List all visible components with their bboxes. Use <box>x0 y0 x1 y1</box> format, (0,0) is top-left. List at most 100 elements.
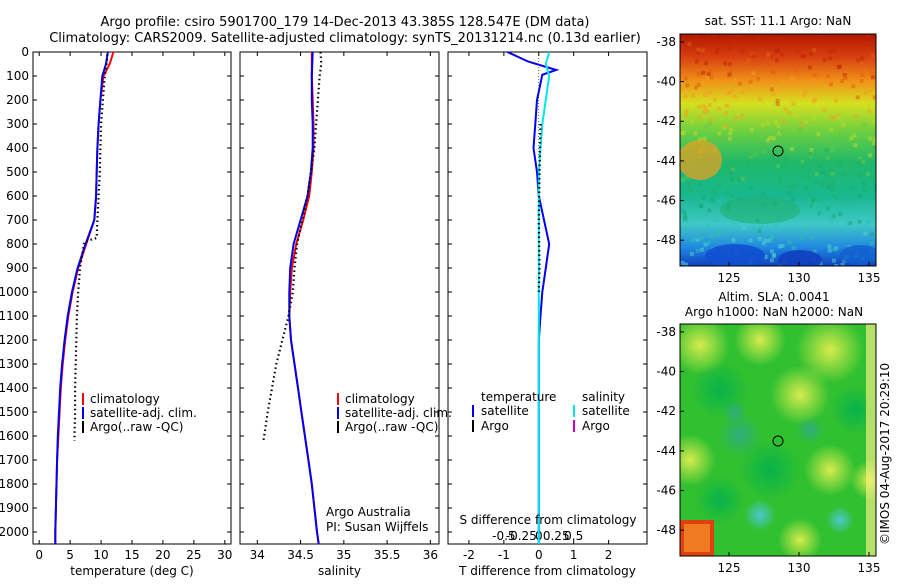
y-tick-label: 2000 <box>0 525 29 539</box>
y-tick-label: 900 <box>6 261 29 275</box>
map-x-tick-label: 130 <box>788 561 811 575</box>
series-line <box>73 54 109 441</box>
series-line <box>288 52 320 545</box>
map-x-tick-label: 125 <box>718 561 741 575</box>
top-x-tick-label: -0.25 <box>506 529 537 543</box>
temperature-profile-panel: 0100200300400500600700800900100011001200… <box>0 45 232 578</box>
y-tick-label: 0 <box>21 45 29 59</box>
legend-label-argo: Argo(..raw -QC) <box>90 420 183 434</box>
figure-title-line1: Argo profile: csiro 5901700_179 14-Dec-2… <box>101 15 590 30</box>
top-x-tick-label: 0.5 <box>564 529 583 543</box>
series-line <box>506 51 560 544</box>
map-y-tick-label: -40 <box>656 365 676 379</box>
series-line <box>54 51 109 544</box>
map-x-tick-label: 130 <box>788 271 811 285</box>
series-line <box>262 51 323 441</box>
map-y-tick-label: -48 <box>656 523 676 537</box>
x-axis-label: temperature (deg C) <box>70 564 193 578</box>
x-tick-label: -2 <box>463 548 475 562</box>
map-y-tick-label: -38 <box>656 325 676 339</box>
sla-map-panel: Altim. SLA: 0.0041 Argo h1000: NaN h2000… <box>656 290 881 575</box>
legend-label-satellite: satellite-adj. clim. <box>345 406 452 420</box>
y-tick-label: 1300 <box>0 357 29 371</box>
legend-label-satellite: satellite-adj. clim. <box>90 406 197 420</box>
figure-title-line2: Climatology: CARS2009. Satellite-adjuste… <box>49 31 641 46</box>
x-tick-label: 2 <box>605 548 613 562</box>
y-tick-label: 800 <box>6 237 29 251</box>
x-tick-label: 36 <box>423 548 438 562</box>
sst-map-field <box>680 34 876 266</box>
x-tick-label: 10 <box>93 548 108 562</box>
series-line <box>54 51 115 544</box>
x-axis-label: salinity <box>318 564 361 578</box>
x-tick-label: 0 <box>535 548 543 562</box>
y-tick-label: 1800 <box>0 477 29 491</box>
y-tick-label: 1700 <box>0 453 29 467</box>
map-x-tick-label: 125 <box>718 271 741 285</box>
x-tick-label: -1 <box>498 548 510 562</box>
top-x-tick-label: 0.25 <box>543 529 570 543</box>
plot-frame <box>32 51 232 545</box>
sla-profile-marker <box>772 435 784 447</box>
sla-map-field <box>680 324 876 556</box>
map-y-tick-label: -48 <box>656 233 676 247</box>
salinity-profile-panel: 34 34.5 35 35.5 36 salinity <box>239 51 440 578</box>
sst-profile-marker <box>772 145 784 157</box>
plot-frame <box>447 51 648 545</box>
x-tick-label: 35.5 <box>374 548 401 562</box>
y-tick-label: 1900 <box>0 501 29 515</box>
map-y-tick-label: -44 <box>656 154 676 168</box>
legend-label-climatology: climatology <box>90 392 160 406</box>
sla-map-title2: Argo h1000: NaN h2000: NaN <box>685 305 863 319</box>
legend-label-temp-argo: Argo <box>481 419 509 433</box>
x-tick-label: 15 <box>124 548 139 562</box>
x-tick-label: 34 <box>250 548 265 562</box>
credit-line1: Argo Australia <box>326 505 411 519</box>
imos-watermark: ©IMOS 04-Aug-2017 20:29:10 <box>878 363 892 545</box>
x-tick-label: 35 <box>336 548 351 562</box>
map-y-tick-label: -40 <box>656 75 676 89</box>
y-tick-label: 700 <box>6 213 29 227</box>
series-line <box>288 51 320 545</box>
map-y-tick-label: -46 <box>656 484 676 498</box>
legend-label-climatology: climatology <box>345 392 415 406</box>
x-tick-label: 30 <box>217 548 232 562</box>
difference-legend: temperature salinity satellite Argo sate… <box>472 390 630 433</box>
map-x-tick-label: 135 <box>858 271 881 285</box>
map-y-tick-label: -46 <box>656 194 676 208</box>
y-tick-label: 100 <box>6 69 29 83</box>
x-tick-label: 0 <box>35 548 43 562</box>
y-tick-label: 1000 <box>0 285 29 299</box>
difference-profile-panel: -2 -1 0 1 2-0.5-0.250 0.250.5T difference fro… <box>447 51 648 578</box>
temperature-legend: climatology satellite-adj. clim. Argo(..… <box>82 392 197 434</box>
sst-map-title: sat. SST: 11.1 Argo: NaN <box>705 14 852 28</box>
map-y-tick-label: -42 <box>656 404 676 418</box>
salinity-legend: climatology satellite-adj. clim. Argo(..… <box>337 392 452 434</box>
y-tick-label: 1600 <box>0 429 29 443</box>
y-tick-label: 300 <box>6 117 29 131</box>
x-tick-label: 34.5 <box>287 548 314 562</box>
credit-line2: PI: Susan Wijffels <box>326 520 428 534</box>
y-tick-label: 200 <box>6 93 29 107</box>
x-tick-label: 1 <box>570 548 578 562</box>
x-tick-label: 5 <box>66 548 74 562</box>
legend-title-salinity: salinity <box>582 390 625 404</box>
y-tick-label: 1400 <box>0 381 29 395</box>
legend-label-sal-argo: Argo <box>582 419 610 433</box>
map-x-tick-label: 135 <box>858 561 881 575</box>
plot-frame <box>239 51 440 545</box>
legend-label-sal-satellite: satellite <box>582 404 630 418</box>
top-x-tick-label: -0.5 <box>492 529 515 543</box>
x-axis-label: T difference from climatology <box>458 564 636 578</box>
map-y-tick-label: -44 <box>656 444 676 458</box>
sla-map-title1: Altim. SLA: 0.0041 <box>718 290 829 304</box>
y-tick-label: 500 <box>6 165 29 179</box>
x-tick-label: 20 <box>155 548 170 562</box>
map-y-tick-label: -42 <box>656 114 676 128</box>
x-tick-label: 25 <box>186 548 201 562</box>
difference-top-label: S difference from climatology <box>460 513 637 527</box>
series-line <box>537 51 551 544</box>
map-y-tick-label: -38 <box>656 35 676 49</box>
legend-label-argo: Argo(..raw -QC) <box>345 420 438 434</box>
